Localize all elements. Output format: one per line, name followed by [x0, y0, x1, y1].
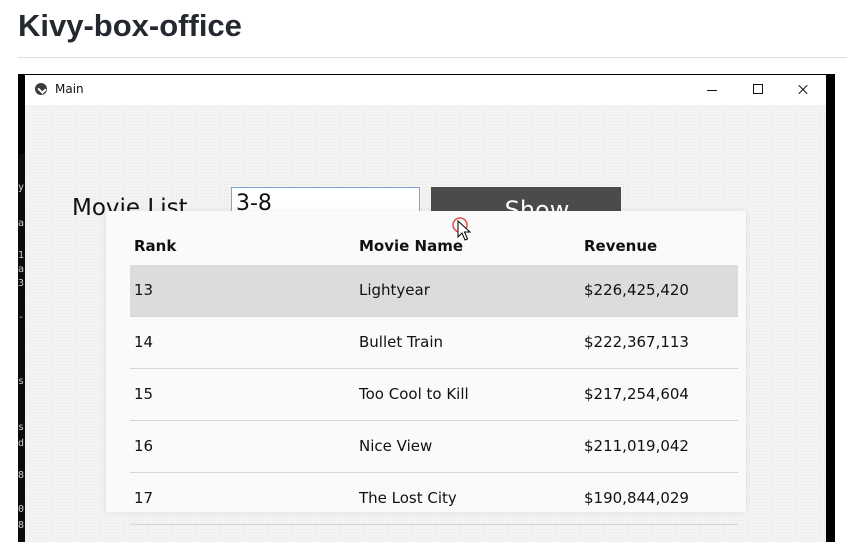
table-row[interactable]: 15 Too Cool to Kill $217,254,604 — [130, 369, 738, 421]
background-terminal: y a 1 a 3 -( s s d 8 0 8 — [18, 154, 25, 542]
cell-revenue: $226,425,420 — [584, 281, 689, 299]
cell-rank: 13 — [134, 281, 154, 299]
header-rank: Rank — [134, 237, 177, 255]
minimize-icon[interactable] — [689, 75, 735, 105]
table-header: Rank Movie Name Revenue — [130, 237, 738, 263]
terminal-text: 3 — [18, 278, 25, 289]
cell-rank: 17 — [134, 489, 154, 507]
header-revenue: Revenue — [584, 237, 658, 255]
cell-revenue: $222,367,113 — [584, 333, 689, 351]
header-movie-name: Movie Name — [359, 237, 464, 255]
app-content: Movie List 3-8 Show Rank Movie Name Reve… — [25, 105, 826, 542]
table-row[interactable]: 17 The Lost City $190,844,029 — [130, 473, 738, 525]
terminal-text: 1 — [18, 250, 25, 261]
terminal-text: y — [18, 182, 25, 193]
table-row[interactable]: 13 Lightyear $226,425,420 — [130, 265, 738, 317]
table-row[interactable]: 16 Nice View $211,019,042 — [130, 421, 738, 473]
title-divider — [18, 57, 847, 58]
cell-movie-name: Bullet Train — [359, 333, 444, 351]
cell-revenue: $217,254,604 — [584, 385, 689, 403]
close-icon[interactable] — [780, 75, 826, 105]
page-title: Kivy-box-office — [18, 8, 242, 43]
table-row[interactable]: 14 Bullet Train $222,367,113 — [130, 317, 738, 369]
maximize-icon[interactable] — [735, 75, 781, 105]
cell-movie-name: Too Cool to Kill — [359, 385, 469, 403]
cell-movie-name: Nice View — [359, 437, 433, 455]
terminal-text: -( — [18, 312, 25, 323]
terminal-text: 8 — [18, 520, 25, 531]
cell-rank: 16 — [134, 437, 154, 455]
terminal-text: a — [18, 264, 25, 275]
cell-rank: 14 — [134, 333, 154, 351]
window-titlebar[interactable]: Main — [25, 75, 826, 105]
terminal-text: s — [18, 422, 25, 433]
cell-rank: 15 — [134, 385, 154, 403]
terminal-text: d — [18, 438, 25, 449]
mouse-cursor-icon — [452, 217, 472, 241]
cell-revenue: $211,019,042 — [584, 437, 689, 455]
screenshot-frame: y a 1 a 3 -( s s d 8 0 8 Main Movie List… — [18, 74, 835, 542]
cell-movie-name: The Lost City — [359, 489, 457, 507]
cell-movie-name: Lightyear — [359, 281, 430, 299]
window-title: Main — [55, 82, 84, 96]
kivy-app-icon — [35, 83, 47, 95]
cell-revenue: $190,844,029 — [584, 489, 689, 507]
terminal-text: 8 — [18, 470, 25, 481]
terminal-text: a — [18, 218, 25, 229]
kivy-window: Main Movie List 3-8 Show Rank Movie Name… — [25, 75, 826, 542]
terminal-text: 0 — [18, 504, 25, 515]
terminal-text: s — [18, 376, 25, 387]
results-table: Rank Movie Name Revenue 13 Lightyear $22… — [106, 211, 746, 525]
